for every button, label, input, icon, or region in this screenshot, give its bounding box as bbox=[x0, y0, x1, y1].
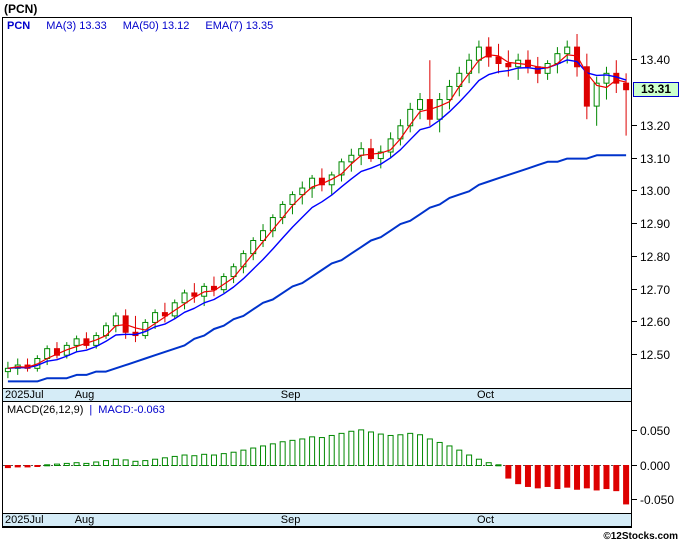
axis-label: -0.050 bbox=[640, 493, 675, 508]
axis-tick bbox=[632, 223, 637, 225]
macd-legend: MACD(26,12,9) | MACD:-0.063 bbox=[3, 402, 631, 418]
month-label: Oct bbox=[477, 514, 495, 526]
watermark-link[interactable]: ©12Stocks.com bbox=[603, 531, 678, 542]
axis-tick bbox=[632, 464, 637, 466]
x-axis-top: 2025Jul Aug Sep Oct bbox=[3, 388, 631, 402]
month-label: Sep bbox=[280, 514, 301, 526]
axis-label: 13.00 bbox=[640, 184, 671, 199]
macd-value-label: MACD:-0.063 bbox=[98, 404, 165, 416]
axis-label: 0.050 bbox=[640, 423, 671, 438]
price-chart bbox=[4, 34, 630, 383]
page-title: (PCN) bbox=[4, 2, 38, 16]
axis-label: 13.40 bbox=[640, 53, 671, 68]
axis-tick bbox=[632, 288, 637, 290]
axis-tick bbox=[632, 59, 637, 61]
month-label: Aug bbox=[74, 514, 95, 526]
axis-label: 12.70 bbox=[640, 282, 671, 297]
axis-tick bbox=[632, 190, 637, 192]
axis-label: 12.90 bbox=[640, 217, 671, 232]
axis-label: 12.80 bbox=[640, 249, 671, 264]
last-price-badge: 13.31 bbox=[633, 81, 679, 97]
axis-tick bbox=[632, 429, 637, 431]
axis-tick bbox=[632, 321, 637, 323]
axis-label: 12.60 bbox=[640, 315, 671, 330]
macd-legend-separator: | bbox=[89, 404, 93, 416]
month-label: Oct bbox=[477, 389, 495, 401]
month-label: Aug bbox=[74, 389, 95, 401]
ma3-legend: MA(3) 13.33 bbox=[46, 20, 107, 32]
month-label: 2025Jul bbox=[5, 514, 44, 526]
macd-chart bbox=[3, 429, 631, 505]
macd-params-label: MACD(26,12,9) bbox=[7, 404, 84, 416]
symbol-label: PCN bbox=[7, 20, 31, 32]
chart-frame: PCN MA(3) 13.33 MA(50) 13.12 EMA(7) 13.3… bbox=[2, 17, 632, 528]
axis-tick bbox=[632, 499, 637, 501]
ma50-legend: MA(50) 13.12 bbox=[122, 20, 190, 32]
axis-label: 12.50 bbox=[640, 348, 671, 363]
month-label: 2025Jul bbox=[5, 389, 44, 401]
ema7-legend: EMA(7) 13.35 bbox=[205, 20, 274, 32]
x-axis-bottom: 2025Jul Aug Sep Oct bbox=[3, 513, 631, 527]
price-legend: PCN MA(3) 13.33 MA(50) 13.12 EMA(7) 13.3… bbox=[3, 18, 631, 34]
month-label: Sep bbox=[280, 389, 301, 401]
axis-tick bbox=[632, 255, 637, 257]
axis-label: 13.20 bbox=[640, 118, 671, 133]
axis-label: 0.000 bbox=[640, 458, 671, 473]
right-axis: 13.40 13.20 13.10 13.00 12.90 12.80 12.70 12.60… bbox=[632, 0, 680, 546]
axis-label: 13.10 bbox=[640, 151, 671, 166]
axis-tick bbox=[632, 354, 637, 356]
axis-tick bbox=[632, 157, 637, 159]
axis-tick bbox=[632, 124, 637, 126]
